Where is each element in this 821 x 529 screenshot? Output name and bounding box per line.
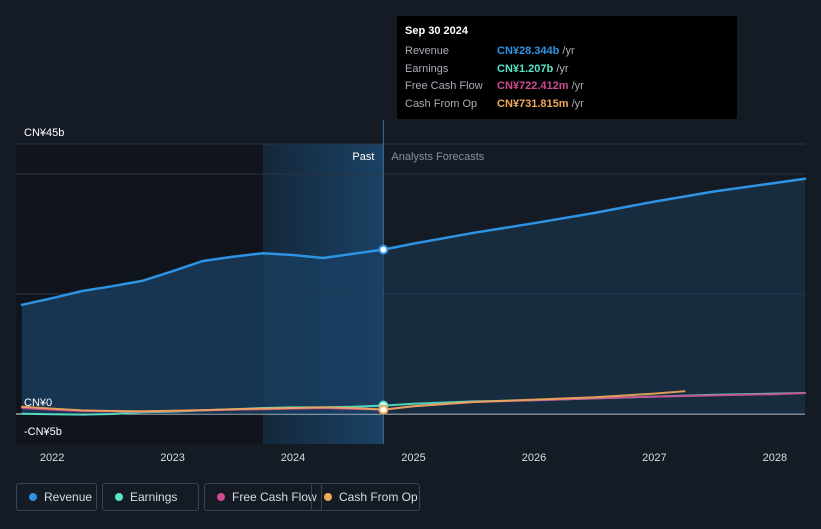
cash-from-op-marker [378,404,389,415]
revenue-line [20,177,807,307]
tooltip-row-revenue: Revenue CN¥28.344b /yr [405,43,729,61]
legend-label: Revenue [44,490,93,504]
tooltip-row-earnings: Earnings CN¥1.207b /yr [405,61,729,79]
tooltip-row-free-cash-flow: Free Cash Flow CN¥722.412m /yr [405,78,729,96]
y-axis-top-label: CN¥45b [24,127,64,139]
x-tick-label: 2025 [401,452,425,464]
revenue-area-forecast [383,178,805,414]
legend-item-free-cash-flow[interactable]: Free Cash Flow [204,483,322,511]
chart-tooltip: Sep 30 2024 Revenue CN¥28.344b /yr Earnin… [397,16,737,119]
tooltip-label: Earnings [405,62,449,75]
cash-from-op-line [21,390,686,413]
legend-label: Cash From Op [339,490,418,504]
y-axis-zero-label: CN¥0 [24,397,52,409]
tooltip-row-cash-from-op: Cash From Op CN¥731.815m /yr [405,96,729,114]
y-axis-bottom-label: -CN¥5b [24,426,62,438]
tooltip-unit: /yr [568,97,584,110]
tooltip-label: Cash From Op [405,97,478,110]
tooltip-value: CN¥731.815m [497,97,569,110]
revenue-marker [378,244,389,255]
legend-dot-icon [115,493,123,501]
x-tick-label: 2026 [522,452,546,464]
legend-item-earnings[interactable]: Earnings [102,483,199,511]
legend-item-cash-from-op[interactable]: Cash From Op [311,483,420,511]
legend-dot-icon [324,493,332,501]
revenue-area-past [22,249,384,414]
forecast-label: Analysts Forecasts [391,151,484,163]
tooltip-unit: /yr [568,80,584,92]
past-label: Past [352,151,374,163]
tooltip-unit: /yr [553,62,569,75]
legend-label: Free Cash Flow [232,490,317,504]
tooltip-value: CN¥722.412m [497,80,569,92]
tooltip-date: Sep 30 2024 [405,25,468,37]
x-tick-label: 2022 [40,452,64,464]
x-tick-label: 2027 [642,452,666,464]
x-tick-label: 2024 [281,452,305,464]
tooltip-value: CN¥1.207b [497,62,554,75]
tooltip-value: CN¥28.344b [497,45,560,57]
legend-dot-icon [29,493,37,501]
tooltip-label: Free Cash Flow [405,80,483,92]
x-tick-label: 2023 [160,452,184,464]
tooltip-unit: /yr [559,45,575,57]
tooltip-label: Revenue [405,45,450,57]
legend-dot-icon [217,493,225,501]
legend-label: Earnings [130,490,178,504]
legend-item-revenue[interactable]: Revenue [16,483,97,511]
x-tick-label: 2028 [763,452,787,464]
